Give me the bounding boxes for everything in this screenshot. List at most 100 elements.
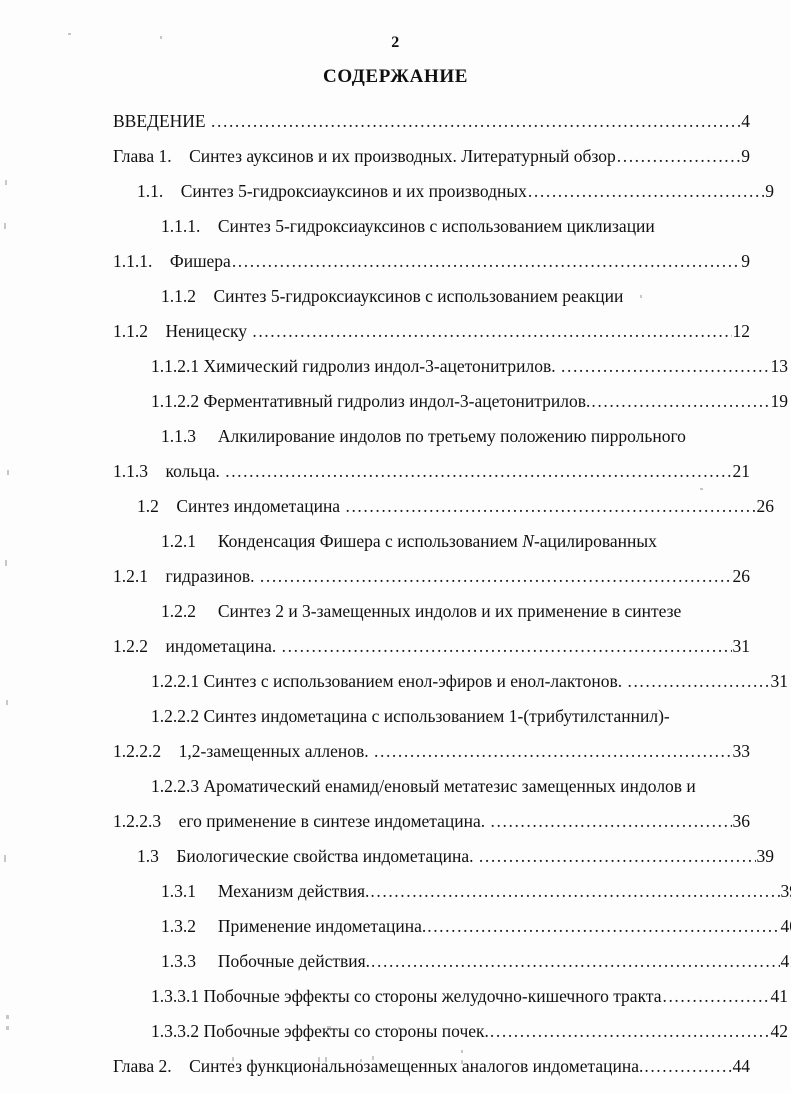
scan-speck <box>5 560 7 566</box>
toc-entry-page-number: 4 <box>741 111 750 131</box>
toc-entry-title: ВВЕДЕНИЕ <box>113 111 211 131</box>
page-number: 2 <box>391 34 400 51</box>
scan-speck <box>6 700 8 705</box>
dot-leader <box>370 874 779 909</box>
dot-leader <box>345 489 755 524</box>
toc-entry-page-number: 42 <box>770 1021 789 1041</box>
toc-entry-wrapped-line: 1.2.2.3 Ароматический енамид/еновый мета… <box>151 776 696 796</box>
page-title: СОДЕРЖАНИЕ <box>323 66 468 87</box>
dot-leader <box>252 314 731 349</box>
toc-entry-page-number: 21 <box>732 461 751 481</box>
toc-entry-wrapped-line: 1.1.1. Синтез 5-гидроксиауксинов с испол… <box>161 216 655 236</box>
toc-entry-page-number: 44 <box>757 1084 775 1093</box>
toc-entry[interactable]: 1.2 Синтез индометацина 26 <box>113 489 774 524</box>
scan-speck <box>5 180 7 185</box>
toc-entry-page-number: 33 <box>732 741 751 761</box>
toc-entry-page-number: 36 <box>732 811 751 831</box>
dot-leader <box>260 559 732 594</box>
toc-entry[interactable]: 1.1.2.2 Ферментативный гидролиз индол-3-… <box>113 384 788 419</box>
scan-speck <box>4 855 6 862</box>
toc-entry[interactable]: 1.2.2.2 Синтез индометацина с использова… <box>113 699 750 769</box>
scan-speck <box>6 1026 9 1030</box>
dot-leader <box>490 1014 770 1049</box>
toc-entry-title: 1.3.3 Побочные действия. <box>161 951 371 971</box>
toc-entry[interactable]: Глава 1. Синтез ауксинов и их производны… <box>113 139 750 174</box>
toc-entry[interactable]: 1.3.2 Применение индометацина. 40 <box>113 909 791 944</box>
toc-entry[interactable]: 1.3.3.2 Побочные эффекты со стороны поче… <box>113 1014 788 1049</box>
scan-speck <box>7 470 9 475</box>
toc-entry[interactable]: 1.1.2.1 Химический гидролиз индол-3-ацет… <box>113 349 788 384</box>
toc-entry[interactable]: 1.2.2.3 Ароматический енамид/еновый мета… <box>113 769 750 839</box>
dot-leader <box>491 804 732 839</box>
toc-entry[interactable]: 1.3.3.1 Побочные эффекты со стороны желу… <box>113 979 788 1014</box>
italic-locant: N <box>522 531 534 551</box>
dot-leader <box>662 979 769 1014</box>
toc-entry[interactable]: 1.2.2 Синтез 2 и 3-замещенных индолов и … <box>113 594 750 664</box>
dot-leader <box>225 454 731 489</box>
dot-leader <box>561 349 770 384</box>
toc-entry-title: 1.3.2 Применение индометацина. <box>161 916 427 936</box>
toc-entry-title: Глава 2. Синтез функциональнозамещенных … <box>113 1056 644 1076</box>
toc-entry-page-number: 31 <box>770 671 789 691</box>
toc-entry-page-number: 26 <box>756 496 775 516</box>
toc-entry-title: 1.1.2.1 Химический гидролиз индол-3-ацет… <box>151 356 560 376</box>
toc-entry-title: 1.3.1 Механизм действия. <box>161 881 370 901</box>
toc-entry-page-number: 39 <box>780 881 791 901</box>
dot-leader <box>479 839 756 874</box>
toc-entry[interactable]: 1.2.1 Конденсация Фишера с использование… <box>113 524 750 594</box>
toc-entry[interactable]: Глава 2. Синтез функциональнозамещенных … <box>113 1049 750 1084</box>
toc-entry[interactable]: 1.1. Синтез 5-гидроксиауксинов и их прои… <box>113 174 774 209</box>
toc-entry-page-number: 9 <box>741 146 750 166</box>
toc-entry-title: 1.2.2.1 Синтез с использованием енол-эфи… <box>151 671 627 691</box>
dot-leader <box>232 244 740 279</box>
toc-entry-title: 1.1.2 Неницеску <box>113 321 252 341</box>
toc-entry-page-number: 9 <box>765 181 774 201</box>
toc-entry-title: 1.2.2.3 его применение в синтезе индомет… <box>113 811 490 831</box>
toc-entry[interactable]: ВВЕДЕНИЕ 4 <box>113 104 750 139</box>
toc-entry[interactable]: 1.1.3 Алкилирование индолов по третьему … <box>113 419 750 489</box>
toc-entry-title: Глава 1. Синтез ауксинов и их производны… <box>113 146 616 166</box>
toc-entry-page-number: 31 <box>732 636 751 656</box>
toc-entry-page-number: 9 <box>741 251 750 271</box>
toc-entry-title: 1.2.2.2 1,2-замещенных алленов. <box>113 741 373 761</box>
dot-leader <box>627 664 769 699</box>
toc-entry-title: 1.3.3.2 Побочные эффекты со стороны поче… <box>151 1021 489 1041</box>
toc-entry-page-number: 41 <box>780 951 791 971</box>
toc-entry-title: 1.2 Синтез индометацина <box>137 496 345 516</box>
toc-entry[interactable]: 1.3.3 Побочные действия. 41 <box>113 944 791 979</box>
scan-speck <box>6 1015 9 1019</box>
dot-leader <box>427 1084 756 1093</box>
dot-leader <box>617 139 741 174</box>
toc-entry-page-number: 19 <box>770 391 789 411</box>
toc-entry-page-number: 12 <box>732 321 751 341</box>
dot-leader <box>591 384 769 419</box>
toc-entry[interactable]: 1.1.2 Синтез 5-гидроксиауксинов с исполь… <box>113 279 750 349</box>
dot-leader <box>374 734 732 769</box>
toc-entry[interactable]: 1.1.1. Синтез 5-гидроксиауксинов с испол… <box>113 209 750 279</box>
toc-entry-page-number: 26 <box>732 566 751 586</box>
toc-entry-title: 2.1 Синтез на основе индометацина. <box>137 1084 426 1093</box>
toc-entry-title: 1.1.2.2 Ферментативный гидролиз индол-3-… <box>151 391 591 411</box>
toc-entry-title: 1.3 Биологические свойства индометацина. <box>137 846 478 866</box>
toc-entry-title: 1.1.1. Фишера <box>113 251 231 271</box>
toc-entry-page-number: 41 <box>770 986 789 1006</box>
toc-entry-page-number: 40 <box>780 916 791 936</box>
toc-entry-wrapped-line: 1.2.1 Конденсация Фишера с использование… <box>161 531 657 551</box>
toc-entry[interactable]: 1.3.1 Механизм действия. 39 <box>113 874 791 909</box>
toc-entry-title: 1.1. Синтез 5-гидроксиауксинов и их прои… <box>137 181 527 201</box>
toc-entry[interactable]: 1.2.2.1 Синтез с использованием енол-эфи… <box>113 664 788 699</box>
toc-entry-title: 1.2.2 индометацина. <box>113 636 281 656</box>
toc-entry[interactable]: 2.1 Синтез на основе индометацина. 44 <box>113 1084 774 1093</box>
dot-leader <box>644 1049 731 1084</box>
dot-leader <box>282 629 732 664</box>
toc-entry-wrapped-line: 1.2.2.2 Синтез индометацина с использова… <box>151 706 670 726</box>
toc-entry-wrapped-line: 1.1.3 Алкилирование индолов по третьему … <box>161 426 686 446</box>
table-of-contents: ВВЕДЕНИЕ 4 Глава 1. Синтез ауксинов и их … <box>113 104 791 1093</box>
toc-entry-title: 1.2.1 гидразинов. <box>113 566 259 586</box>
dot-leader <box>528 174 764 209</box>
toc-entry-page-number: 44 <box>732 1056 751 1076</box>
dot-leader <box>371 944 779 979</box>
toc-entry[interactable]: 1.3 Биологические свойства индометацина.… <box>113 839 774 874</box>
dot-leader <box>211 104 740 139</box>
